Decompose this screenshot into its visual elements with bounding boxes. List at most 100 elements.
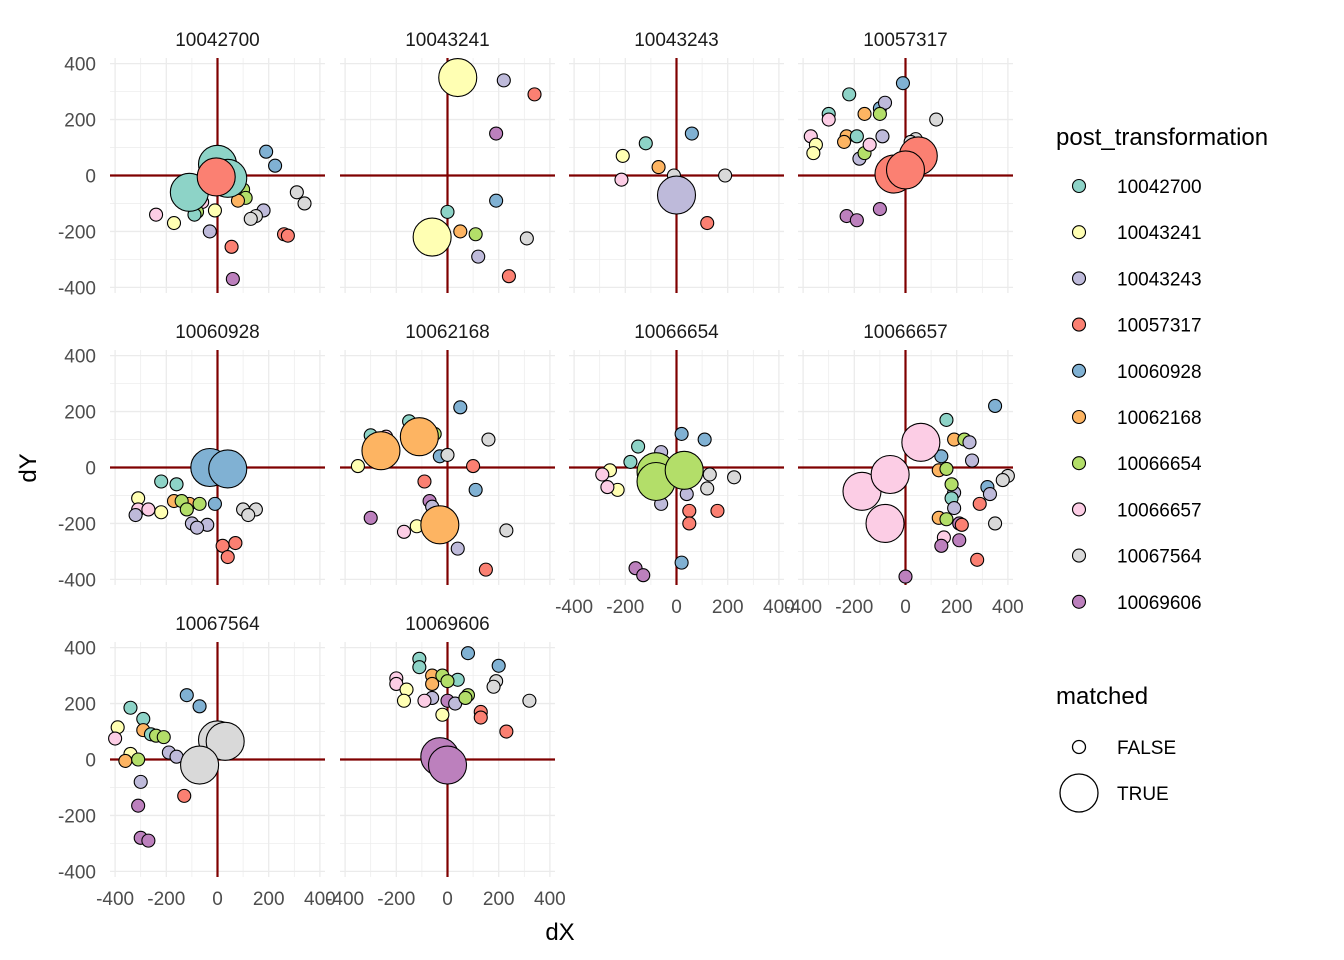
- data-point: [468, 482, 483, 497]
- data-point: [710, 503, 725, 518]
- panel-10066657: 10066657 -400 -200 0 200 400: [784, 322, 1024, 618]
- legend-item-10067564: 10067564: [1071, 547, 1202, 568]
- legend-color-label: 10057317: [1117, 316, 1202, 337]
- legend-color-label: 10066657: [1117, 500, 1202, 521]
- data-point: [450, 541, 465, 556]
- data-point: [849, 129, 864, 144]
- data-point: [399, 417, 439, 457]
- data-point: [944, 477, 959, 492]
- y-tick-label: 400: [64, 347, 96, 368]
- legend-color-key: [1071, 594, 1087, 609]
- data-point: [939, 461, 954, 476]
- data-point: [118, 753, 133, 768]
- data-point: [934, 538, 949, 553]
- data-point: [988, 398, 1003, 414]
- legend-color-key: [1071, 271, 1087, 286]
- legend-color-title: post_transformation: [1056, 124, 1268, 151]
- data-point: [862, 137, 877, 152]
- panel-10069606: 10069606 -400 -200 0 200 400: [326, 614, 566, 910]
- panels: 10042700 -400 -200 0 200 400 10043241 10043243 1…: [58, 30, 1024, 910]
- legend-size-key: [1059, 773, 1099, 813]
- x-tick-label: 200: [483, 889, 515, 910]
- legend-size-title: matched: [1056, 683, 1148, 710]
- data-point: [131, 798, 146, 813]
- data-point: [268, 158, 283, 173]
- panel-strip-label: 10060928: [175, 322, 260, 343]
- legend-item-10043241: 10043241: [1071, 223, 1202, 244]
- data-point: [220, 549, 235, 565]
- data-point: [453, 224, 468, 239]
- data-point: [700, 216, 715, 231]
- data-point: [259, 144, 274, 159]
- data-point: [664, 450, 704, 490]
- data-point: [821, 112, 836, 127]
- data-point: [885, 150, 926, 190]
- x-tick-label: 0: [900, 597, 911, 618]
- data-point: [192, 496, 207, 511]
- legend-color-key: [1071, 409, 1087, 425]
- legend-item-10069606: 10069606: [1071, 593, 1202, 614]
- data-point: [522, 693, 537, 708]
- y-tick-label: 200: [64, 111, 96, 132]
- y-tick-label: -200: [58, 806, 96, 827]
- legend-item-10062168: 10062168: [1071, 408, 1202, 429]
- data-point: [133, 774, 148, 789]
- legend-size-item-false: FALSE: [1071, 738, 1176, 759]
- legend-color-key: [1071, 178, 1087, 194]
- panel-strip-label: 10066657: [863, 322, 948, 343]
- legend-color-label: 10043241: [1117, 223, 1202, 244]
- data-point: [615, 148, 630, 163]
- legend-color-key: [1071, 317, 1087, 332]
- data-point: [849, 213, 864, 228]
- data-point: [361, 431, 401, 471]
- panel-10043241: 10043241: [340, 30, 555, 293]
- data-point: [202, 224, 217, 239]
- data-point: [595, 467, 610, 482]
- data-point: [228, 535, 243, 551]
- data-point: [501, 269, 516, 284]
- data-point: [131, 752, 146, 767]
- data-point: [939, 512, 954, 527]
- data-point: [898, 569, 913, 584]
- panel-10043243: 10043243: [569, 30, 784, 293]
- data-point: [108, 731, 123, 746]
- y-tick-label: 400: [64, 639, 96, 660]
- x-tick-label: 400: [992, 597, 1024, 618]
- x-tick-label: -400: [784, 597, 822, 618]
- data-point: [435, 707, 450, 722]
- data-point: [636, 568, 651, 583]
- data-point: [939, 412, 954, 427]
- data-point: [718, 168, 733, 183]
- data-point: [527, 87, 542, 102]
- data-point: [614, 172, 629, 187]
- data-point: [123, 700, 138, 715]
- data-point: [156, 730, 171, 745]
- x-tick-label: 400: [763, 597, 795, 618]
- x-tick-label: -200: [606, 597, 644, 618]
- x-tick-label: 0: [671, 597, 682, 618]
- legend-color-key: [1071, 502, 1087, 517]
- data-point: [473, 710, 488, 725]
- legend-item-10057317: 10057317: [1071, 316, 1202, 337]
- data-point: [837, 134, 852, 149]
- data-point: [289, 185, 304, 200]
- data-point: [995, 473, 1010, 488]
- data-point: [417, 693, 432, 708]
- legend-size-key: [1071, 739, 1087, 755]
- data-point: [205, 721, 245, 761]
- data-point: [631, 439, 646, 454]
- data-point: [440, 204, 455, 219]
- legend-size-label: FALSE: [1117, 738, 1176, 759]
- data-point: [929, 112, 944, 127]
- data-point: [166, 216, 182, 231]
- data-point: [499, 523, 514, 538]
- data-point: [460, 646, 476, 661]
- y-axis-title: dY: [15, 453, 42, 482]
- data-point: [857, 106, 872, 122]
- legend-color-label: 10067564: [1117, 547, 1202, 568]
- data-point: [154, 474, 169, 489]
- legend-size-label: TRUE: [1117, 784, 1169, 805]
- data-point: [180, 745, 220, 785]
- data-point: [489, 193, 504, 208]
- data-point: [988, 516, 1003, 531]
